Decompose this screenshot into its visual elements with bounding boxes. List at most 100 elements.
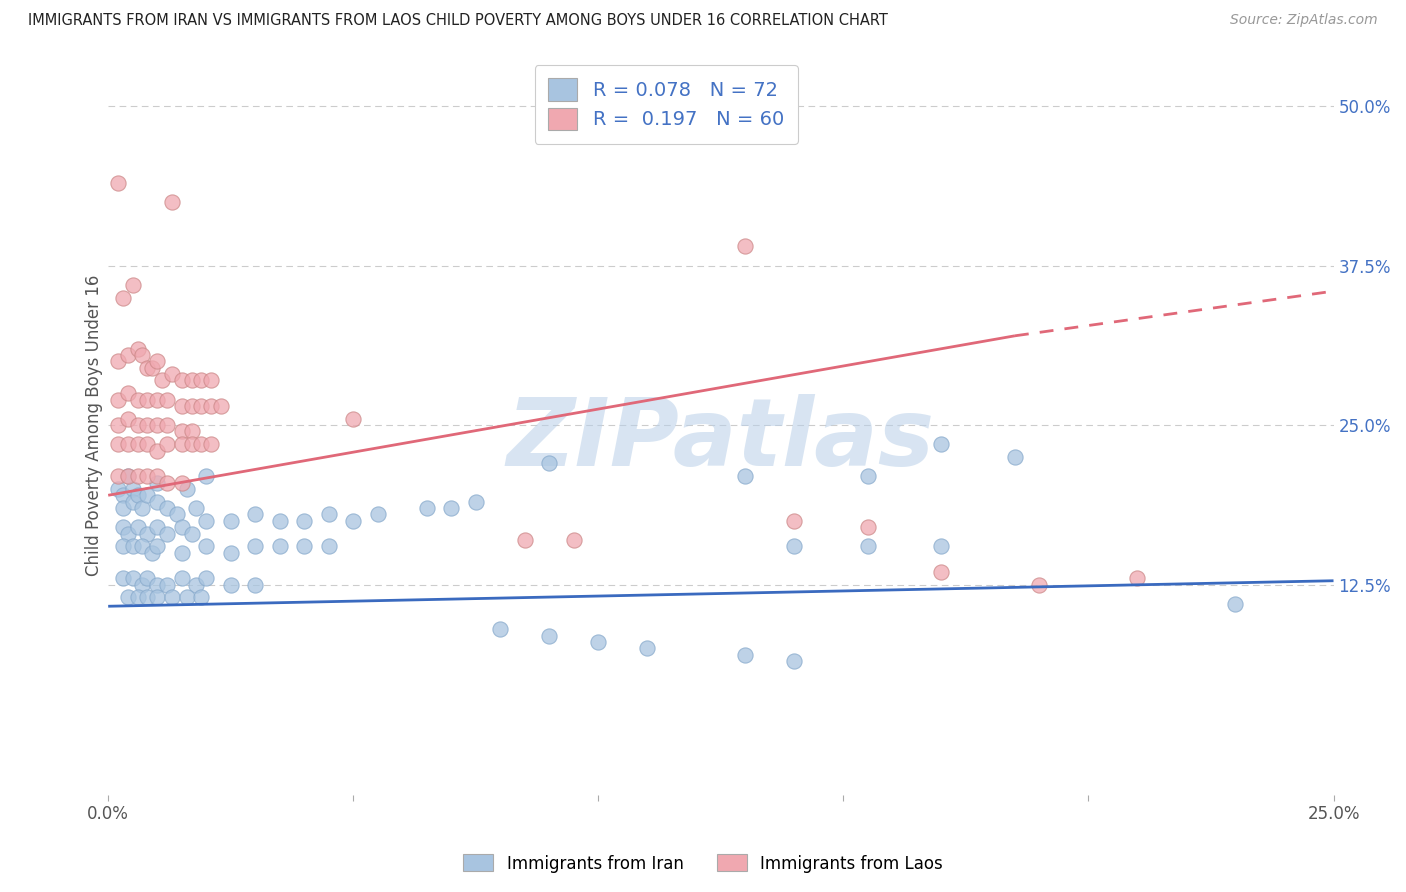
Point bbox=[136, 526, 159, 541]
Point bbox=[156, 577, 179, 591]
Point bbox=[464, 494, 486, 508]
Point bbox=[141, 360, 163, 375]
Point bbox=[170, 475, 193, 490]
Point bbox=[117, 386, 139, 401]
Point bbox=[269, 514, 291, 528]
Point bbox=[131, 577, 153, 591]
Point bbox=[136, 591, 159, 605]
Point bbox=[111, 291, 134, 305]
Point bbox=[170, 571, 193, 585]
Point bbox=[136, 392, 159, 407]
Point bbox=[186, 501, 208, 516]
Y-axis label: Child Poverty Among Boys Under 16: Child Poverty Among Boys Under 16 bbox=[86, 275, 103, 576]
Point bbox=[734, 469, 756, 483]
Point bbox=[146, 469, 169, 483]
Point bbox=[121, 571, 143, 585]
Point bbox=[121, 539, 143, 553]
Point bbox=[180, 437, 202, 451]
Point bbox=[111, 520, 134, 534]
Point bbox=[416, 501, 439, 516]
Point bbox=[156, 501, 179, 516]
Point bbox=[170, 546, 193, 560]
Point bbox=[107, 437, 129, 451]
Point bbox=[783, 539, 806, 553]
Point bbox=[111, 501, 134, 516]
Point bbox=[588, 635, 610, 649]
Point bbox=[170, 425, 193, 439]
Point bbox=[856, 469, 879, 483]
Point bbox=[209, 399, 232, 413]
Point bbox=[111, 488, 134, 502]
Point bbox=[195, 539, 218, 553]
Point bbox=[318, 508, 340, 522]
Point bbox=[127, 591, 149, 605]
Point bbox=[117, 526, 139, 541]
Point bbox=[200, 437, 222, 451]
Point bbox=[856, 539, 879, 553]
Point bbox=[136, 437, 159, 451]
Point bbox=[121, 482, 143, 496]
Point bbox=[195, 514, 218, 528]
Point bbox=[146, 539, 169, 553]
Point bbox=[141, 546, 163, 560]
Point bbox=[513, 533, 536, 547]
Text: Source: ZipAtlas.com: Source: ZipAtlas.com bbox=[1230, 13, 1378, 28]
Point bbox=[245, 539, 267, 553]
Point bbox=[170, 520, 193, 534]
Text: IMMIGRANTS FROM IRAN VS IMMIGRANTS FROM LAOS CHILD POVERTY AMONG BOYS UNDER 16 C: IMMIGRANTS FROM IRAN VS IMMIGRANTS FROM … bbox=[28, 13, 889, 29]
Point bbox=[734, 648, 756, 662]
Point bbox=[117, 348, 139, 362]
Point bbox=[195, 469, 218, 483]
Point bbox=[117, 411, 139, 425]
Point bbox=[245, 508, 267, 522]
Point bbox=[111, 571, 134, 585]
Point bbox=[562, 533, 585, 547]
Point bbox=[931, 565, 953, 579]
Point bbox=[180, 425, 202, 439]
Point bbox=[538, 629, 561, 643]
Point bbox=[127, 342, 149, 356]
Point bbox=[190, 374, 212, 388]
Point bbox=[636, 641, 658, 656]
Point bbox=[127, 437, 149, 451]
Point bbox=[117, 469, 139, 483]
Point bbox=[367, 508, 389, 522]
Point bbox=[160, 367, 183, 381]
Point bbox=[146, 392, 169, 407]
Point bbox=[136, 360, 159, 375]
Point bbox=[180, 374, 202, 388]
Point bbox=[931, 437, 953, 451]
Point bbox=[146, 591, 169, 605]
Point bbox=[136, 418, 159, 433]
Text: ZIPatlas: ZIPatlas bbox=[506, 394, 935, 486]
Point bbox=[121, 494, 143, 508]
Point bbox=[245, 577, 267, 591]
Point bbox=[166, 508, 188, 522]
Point bbox=[117, 469, 139, 483]
Point bbox=[783, 654, 806, 668]
Point bbox=[146, 577, 169, 591]
Point bbox=[292, 514, 315, 528]
Point bbox=[318, 539, 340, 553]
Point bbox=[150, 374, 173, 388]
Point bbox=[734, 239, 756, 253]
Point bbox=[190, 591, 212, 605]
Point bbox=[146, 494, 169, 508]
Point bbox=[107, 418, 129, 433]
Point bbox=[127, 520, 149, 534]
Point bbox=[170, 399, 193, 413]
Point bbox=[190, 399, 212, 413]
Point bbox=[1004, 450, 1026, 464]
Point bbox=[111, 539, 134, 553]
Point bbox=[127, 488, 149, 502]
Point bbox=[146, 354, 169, 368]
Point bbox=[219, 546, 242, 560]
Point bbox=[1225, 597, 1247, 611]
Point bbox=[219, 514, 242, 528]
Point bbox=[131, 539, 153, 553]
Point bbox=[136, 488, 159, 502]
Point bbox=[176, 482, 198, 496]
Point bbox=[219, 577, 242, 591]
Point bbox=[156, 475, 179, 490]
Point bbox=[180, 526, 202, 541]
